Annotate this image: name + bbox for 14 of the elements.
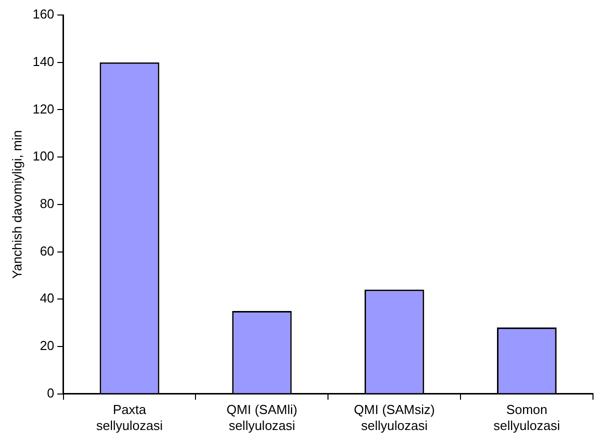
x-tick-label: Somon sellyulozasi — [494, 402, 560, 433]
y-tick-label: 120 — [32, 101, 54, 116]
y-tick-label: 40 — [40, 290, 54, 306]
x-tick-label: Paxta sellyulozasi — [96, 402, 163, 433]
y-tick-label: 0 — [47, 385, 54, 400]
x-tick-label: QMI (SAMli) sellyulozasi — [226, 402, 298, 433]
y-tick-label: 20 — [40, 338, 54, 354]
y-tick-label: 160 — [32, 6, 54, 22]
y-tick-label: 60 — [40, 243, 54, 258]
y-tick-label: 140 — [32, 54, 54, 69]
x-tick-label: QMI (SAMsiz) sellyulozasi — [354, 402, 435, 433]
y-axis-title: Yanchish davomiyligi, min — [9, 130, 24, 279]
y-tick-label: 100 — [32, 148, 54, 164]
y-tick-label: 80 — [40, 196, 54, 211]
